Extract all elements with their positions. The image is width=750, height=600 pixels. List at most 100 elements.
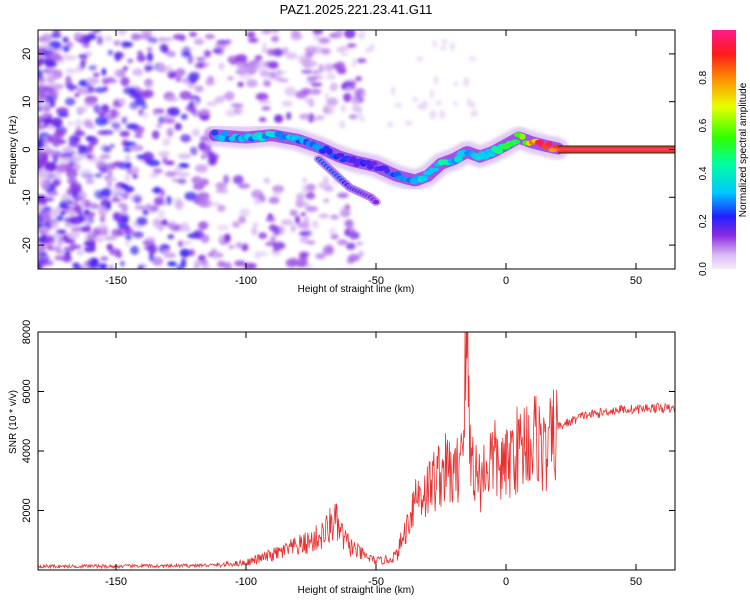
noise-speck xyxy=(152,168,163,174)
ridge-blob xyxy=(349,156,358,164)
noise-speck xyxy=(124,154,131,164)
noise-speck xyxy=(417,103,423,110)
noise-speck xyxy=(120,213,130,222)
noise-speck xyxy=(78,54,89,59)
noise-speck xyxy=(151,130,160,140)
ridge-blob xyxy=(362,160,372,165)
ridge-blob xyxy=(370,161,378,166)
noise-speck xyxy=(177,178,187,185)
noise-speck xyxy=(68,85,76,92)
noise-speck xyxy=(322,245,335,256)
noise-speck xyxy=(84,224,92,233)
noise-speck xyxy=(235,54,248,63)
colorbar-tick-label: 0.4 xyxy=(698,166,709,180)
ridge-blob xyxy=(519,133,526,140)
noise-speck xyxy=(62,36,69,43)
noise-speck xyxy=(328,105,335,115)
noise-speck xyxy=(191,128,200,137)
noise-speck xyxy=(246,79,258,88)
x-tick-label: 50 xyxy=(630,275,642,287)
noise-speck xyxy=(55,59,66,64)
noise-speck xyxy=(41,87,55,94)
noise-speck xyxy=(69,155,82,163)
noise-speck xyxy=(163,113,170,121)
y-tick-label: 6000 xyxy=(21,379,33,403)
y-tick-label: 10 xyxy=(21,96,33,108)
noise-speck xyxy=(318,37,331,44)
noise-speck xyxy=(125,228,134,235)
noise-speck xyxy=(55,215,64,222)
noise-speck xyxy=(68,141,81,148)
noise-speck xyxy=(355,241,364,246)
noise-speck xyxy=(166,50,175,58)
noise-speck xyxy=(261,106,271,111)
noise-speck xyxy=(208,155,218,166)
noise-speck xyxy=(346,43,357,48)
noise-speck xyxy=(199,108,211,116)
noise-speck xyxy=(155,122,163,129)
noise-speck xyxy=(259,59,265,68)
noise-speck xyxy=(339,206,348,215)
ridge-blob xyxy=(335,153,345,158)
noise-speck xyxy=(263,79,272,87)
noise-speck xyxy=(40,184,50,189)
noise-speck xyxy=(101,68,107,76)
noise-speck xyxy=(295,193,306,201)
x-tick-label: -100 xyxy=(235,275,257,287)
noise-speck xyxy=(348,231,360,240)
noise-speck xyxy=(202,265,211,269)
tone-line-center xyxy=(558,148,675,151)
x-tick-label: -50 xyxy=(368,576,384,588)
noise-speck xyxy=(161,219,169,226)
noise-speck xyxy=(57,47,63,53)
noise-speck xyxy=(175,75,182,83)
noise-speck xyxy=(63,246,76,252)
noise-speck xyxy=(325,73,336,80)
noise-speck xyxy=(70,182,82,193)
noise-speck xyxy=(336,67,347,75)
noise-speck xyxy=(38,157,44,164)
noise-speck xyxy=(130,245,139,255)
noise-speck xyxy=(95,157,105,167)
noise-speck xyxy=(304,97,311,104)
noise-speck xyxy=(180,47,194,52)
noise-speck xyxy=(86,154,94,159)
noise-speck xyxy=(50,99,56,108)
noise-speck xyxy=(203,50,212,58)
noise-speck xyxy=(394,102,402,108)
noise-speck xyxy=(97,228,109,236)
noise-speck xyxy=(106,243,114,251)
noise-speck xyxy=(329,82,338,92)
noise-speck xyxy=(159,189,166,198)
noise-speck xyxy=(146,52,154,63)
noise-speck xyxy=(142,112,149,119)
noise-speck xyxy=(76,249,84,256)
noise-speck xyxy=(281,100,293,107)
spectrogram-x-axis-label: Height of straight line (km) xyxy=(298,284,415,295)
noise-speck xyxy=(216,39,229,45)
noise-speck xyxy=(88,124,96,129)
noise-speck xyxy=(262,42,267,51)
noise-speck xyxy=(223,233,231,242)
noise-speck xyxy=(251,226,258,236)
noise-speck xyxy=(148,173,160,178)
noise-speck xyxy=(274,114,284,123)
noise-speck xyxy=(61,146,74,154)
noise-speck xyxy=(92,30,102,34)
snr-x-axis-label: Height of straight line (km) xyxy=(298,585,415,596)
noise-speck xyxy=(234,106,243,116)
noise-speck xyxy=(117,30,127,36)
noise-speck xyxy=(294,215,301,224)
noise-speck xyxy=(57,139,66,145)
ridge-blob xyxy=(420,175,429,182)
noise-speck xyxy=(348,114,358,120)
noise-speck xyxy=(330,233,339,240)
noise-speck xyxy=(189,31,198,38)
noise-speck xyxy=(57,112,69,118)
noise-speck xyxy=(141,30,153,35)
noise-speck xyxy=(89,203,101,210)
noise-speck xyxy=(157,209,165,219)
noise-speck xyxy=(146,46,153,53)
noise-speck xyxy=(152,256,164,266)
noise-speck xyxy=(57,238,64,246)
